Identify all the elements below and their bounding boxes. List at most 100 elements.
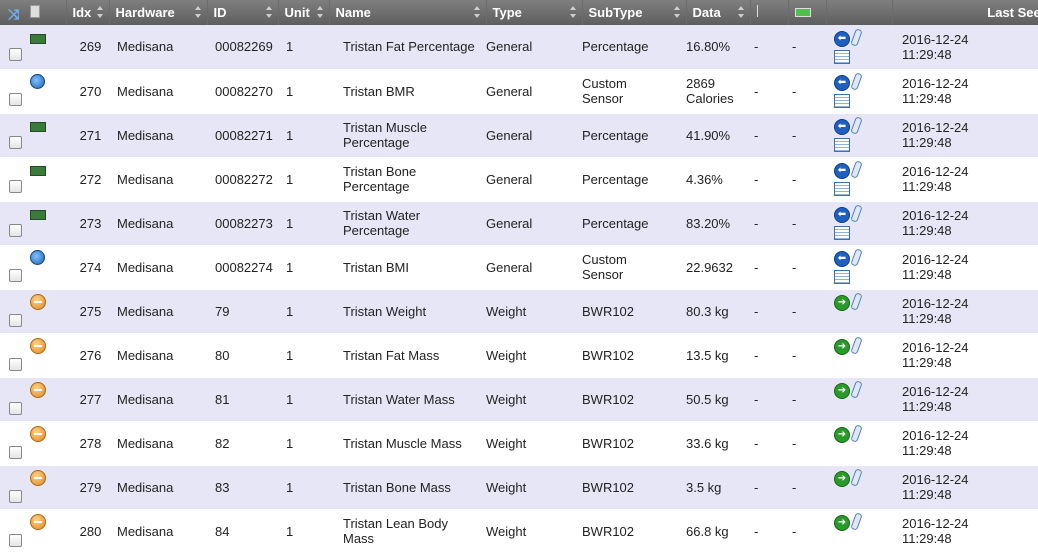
edit-icon[interactable] <box>850 468 863 487</box>
sort-icon <box>194 6 201 18</box>
cell-line: BWR102 <box>582 479 635 495</box>
back-arrow-icon[interactable]: ⬅ <box>834 251 850 267</box>
row-checkbox[interactable] <box>9 47 22 61</box>
log-table-icon[interactable] <box>834 270 850 284</box>
cell-hardware: Medisana <box>109 421 207 466</box>
cell-idx: 280 <box>66 509 109 554</box>
cell-idx: 278 <box>66 421 109 466</box>
forward-arrow-icon[interactable]: ➔ <box>834 383 850 399</box>
cell-line: 2016-12-24 <box>902 428 969 443</box>
cell-type: General <box>486 245 582 290</box>
edit-icon[interactable] <box>850 72 863 91</box>
row-checkbox[interactable] <box>9 533 22 547</box>
edit-icon[interactable] <box>850 512 863 531</box>
row-actions: ⬅ <box>832 203 892 243</box>
header-subtype[interactable]: SubType <box>582 0 687 25</box>
table-row: 280 Medisana 84 1 Tristan Lean Body Mass Weigh… <box>0 509 1038 554</box>
row-actions: ➔ <box>832 511 892 551</box>
cell-subtype: Custom Sensor <box>582 245 686 290</box>
cell-actions: ➔ <box>826 377 892 422</box>
cell-hardware: Medisana <box>109 509 207 554</box>
scale-icon[interactable] <box>30 293 46 313</box>
cell-hardware: Medisana <box>109 25 207 70</box>
back-arrow-icon[interactable]: ⬅ <box>834 163 850 179</box>
header-type[interactable]: Type <box>486 0 583 25</box>
scale-icon[interactable] <box>30 381 46 401</box>
header-data[interactable]: Data <box>686 0 751 25</box>
sort-icon <box>737 6 744 18</box>
cell-signal: - <box>750 289 788 334</box>
edit-icon[interactable] <box>850 116 863 135</box>
table-row: 269 Medisana 00082269 1 Tristan Fat Percenta… <box>0 25 1038 70</box>
edit-icon[interactable] <box>850 336 863 355</box>
edit-icon[interactable] <box>850 292 863 311</box>
back-arrow-icon[interactable]: ⬅ <box>834 75 850 91</box>
scale-icon[interactable] <box>30 425 46 445</box>
edit-icon[interactable] <box>850 248 863 267</box>
cell-name: Tristan Weight <box>329 289 486 334</box>
cell-id: 00082271 <box>207 113 278 158</box>
log-table-icon[interactable] <box>834 94 850 108</box>
back-arrow-icon[interactable]: ⬅ <box>834 207 850 223</box>
globe-icon[interactable] <box>30 250 45 268</box>
back-arrow-icon[interactable]: ⬅ <box>834 30 850 47</box>
forward-arrow-icon[interactable]: ➔ <box>834 427 850 443</box>
header-unit[interactable]: Unit <box>278 0 330 25</box>
log-table-icon[interactable] <box>834 49 850 64</box>
forward-arrow-icon[interactable]: ➔ <box>834 295 850 311</box>
cell-line: Custom <box>582 252 627 267</box>
row-checkbox[interactable] <box>9 313 22 327</box>
edit-icon[interactable] <box>850 160 863 179</box>
cell-line: Tristan Muscle Mass <box>343 435 462 451</box>
row-checkbox[interactable] <box>9 445 22 459</box>
row-actions: ➔ <box>832 467 892 507</box>
scale-icon[interactable] <box>30 513 46 533</box>
edit-icon[interactable] <box>850 380 863 399</box>
percentage-icon[interactable] <box>30 32 46 47</box>
row-checkbox[interactable] <box>9 180 22 193</box>
scale-icon[interactable] <box>30 337 46 357</box>
log-table-icon[interactable] <box>834 226 850 240</box>
forward-arrow-icon[interactable]: ➔ <box>834 471 850 487</box>
table-row: 274 Medisana 00082274 1 Tristan BMI General Cu… <box>0 245 1038 290</box>
edit-icon[interactable] <box>850 424 863 443</box>
row-checkbox[interactable] <box>9 136 22 149</box>
header-last-seen[interactable]: Last Seen <box>892 0 1038 25</box>
row-actions: ⬅ <box>832 27 892 67</box>
cell-idx: 271 <box>66 113 109 158</box>
row-checkbox[interactable] <box>9 489 22 503</box>
scale-icon[interactable] <box>30 469 46 489</box>
edit-icon[interactable] <box>850 28 863 47</box>
cell-id: 83 <box>207 465 278 510</box>
back-arrow-icon[interactable]: ⬅ <box>834 119 850 135</box>
percentage-icon[interactable] <box>30 208 46 223</box>
percentage-icon[interactable] <box>30 120 46 135</box>
globe-icon[interactable] <box>30 74 45 92</box>
table-header: ⤨ Idx Hardware ID Unit Name Type SubType… <box>0 0 1038 25</box>
row-checkbox[interactable] <box>9 401 22 415</box>
header-battery[interactable] <box>788 0 827 25</box>
cell-line: 2016-12-24 <box>902 384 969 399</box>
percentage-icon[interactable] <box>30 164 46 179</box>
edit-icon[interactable] <box>850 204 863 223</box>
cell-line: Tristan Muscle <box>343 120 428 135</box>
forward-arrow-icon[interactable]: ➔ <box>834 515 850 531</box>
row-checkbox[interactable] <box>9 269 22 282</box>
header-hardware[interactable]: Hardware <box>109 0 208 25</box>
header-idx[interactable]: Idx <box>66 0 110 25</box>
header-name[interactable]: Name <box>329 0 487 25</box>
row-checkbox[interactable] <box>9 93 22 106</box>
trash-icon[interactable] <box>30 4 40 18</box>
forward-arrow-icon[interactable]: ➔ <box>834 339 850 355</box>
header-signal[interactable] <box>750 0 789 25</box>
row-checkbox[interactable] <box>9 224 22 237</box>
cell-line: 16.80% <box>686 39 731 55</box>
log-table-icon[interactable] <box>834 138 850 152</box>
cell-subtype: Custom Sensor <box>582 69 686 114</box>
row-checkbox[interactable] <box>9 357 22 371</box>
shuffle-icon[interactable]: ⤨ <box>8 5 20 22</box>
header-id[interactable]: ID <box>207 0 279 25</box>
log-table-icon[interactable] <box>834 182 850 196</box>
sort-icon <box>265 6 272 18</box>
cell-actions: ⬅ <box>826 201 892 246</box>
